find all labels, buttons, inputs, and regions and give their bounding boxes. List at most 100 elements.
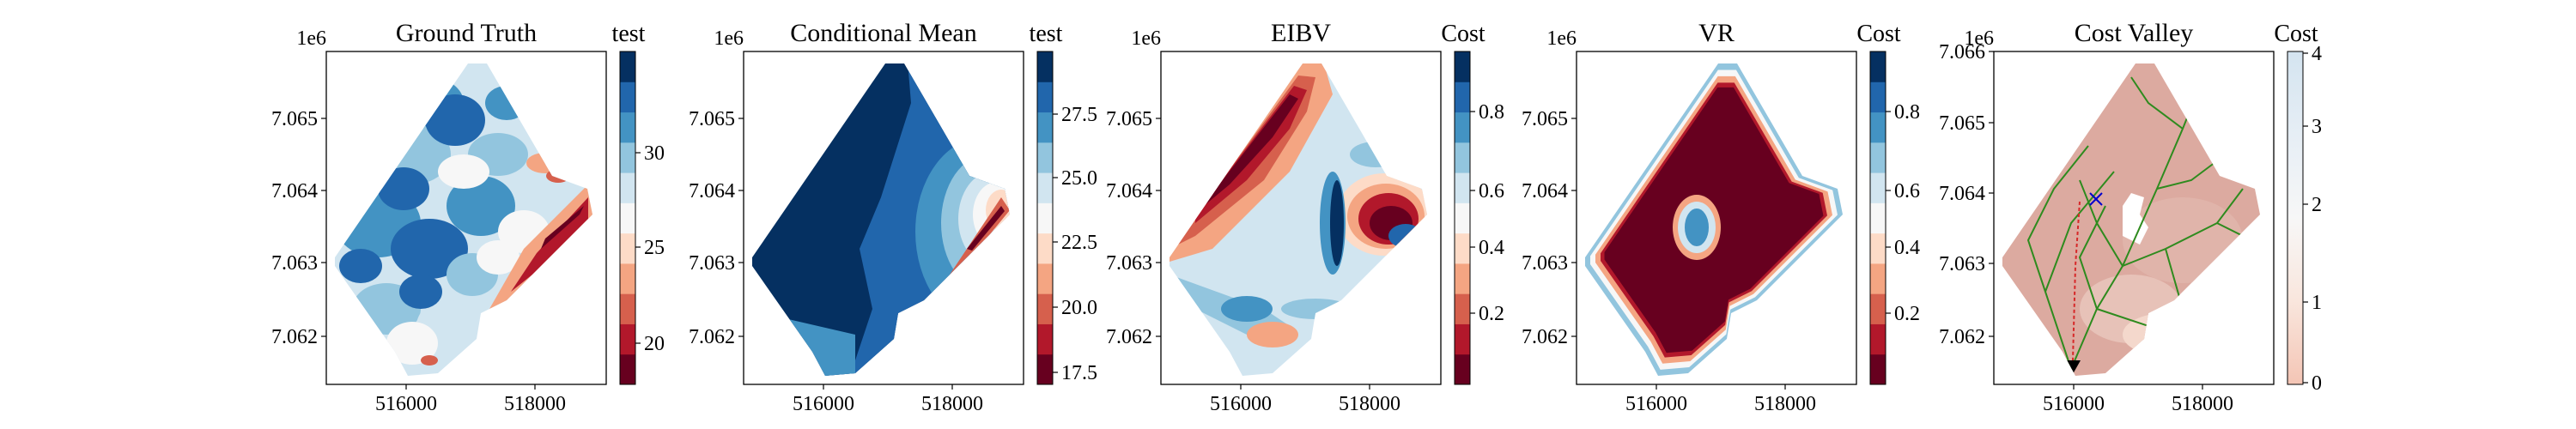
colorbar-level [1870,142,1886,173]
panel-0: Ground Truth 1e6 516000 518000 7.065 7.064 7.0… [271,19,665,415]
contour-blob [386,322,438,365]
panel-2: EIBV 1e6 516000 518000 7.065 7.064 7.063 7.062 C… [1106,19,1504,415]
y-tick-label: 7.065 [1939,112,1985,135]
y-tick-label: 7.065 [1522,108,1568,130]
x-tick-label: 516000 [1210,393,1272,415]
x-tick-label: 518000 [1754,393,1816,415]
y-tick-label: 7.062 [1106,326,1152,348]
colorbar-tick-label: 3 [2312,116,2322,138]
colorbar-level [620,142,635,173]
y-tick-label: 7.065 [689,108,735,130]
colorbar-tick-label: 25.0 [1061,167,1097,190]
x-tick-label: 518000 [504,393,566,415]
colorbar: Cost 0.8 0.6 0.4 0.2 [1856,21,1920,385]
y-tick-label: 7.064 [1522,180,1568,202]
panel-4: Cost Valley 1e6 516000 518000 7.066 7.065 7.06… [1939,19,2322,415]
y-tick-label: 7.065 [271,108,318,130]
colorbar-tick-label: 0 [2312,372,2322,395]
colorbar-frame [619,51,636,385]
colorbar-level [1870,172,1886,203]
offset-label: 1e6 [1131,27,1161,50]
colorbar-frame [2287,51,2304,385]
x-tick-label: 516000 [2043,393,2105,415]
colorbar-level [620,293,635,324]
colorbar-label: Cost [1441,21,1485,47]
colorbar-level [1455,323,1470,355]
colorbar-level [1455,172,1470,203]
colorbar-level [620,202,635,234]
colorbar-tick-label: 0.2 [1479,303,1504,325]
colorbar-level [1870,323,1886,355]
panel-title: Ground Truth [396,19,537,47]
colorbar-level [1870,112,1886,143]
colorbar-tick-label: 22.5 [1061,232,1097,254]
colorbar-tick-label: 20 [644,333,665,355]
colorbar-level [620,263,635,294]
panel-3: VR 1e6 516000 518000 7.065 7.064 7.063 7.062 Cos… [1522,19,1920,415]
y-tick-label: 7.062 [1939,326,1985,348]
colorbar-label: Cost [2274,21,2318,47]
contour-region [2123,193,2148,245]
colorbar-level [620,112,635,143]
y-tick-label: 7.064 [689,180,735,202]
contour-blob [425,94,485,146]
axes-frame [743,51,1024,385]
colorbar-level [1870,82,1886,113]
colorbar-label: test [1030,21,1063,47]
contour-blob [378,167,429,210]
offset-label: 1e6 [714,27,744,50]
colorbar-tick-label: 20.0 [1061,297,1097,319]
colorbar-level [1455,82,1470,113]
y-tick-label: 7.062 [271,326,318,348]
y-tick-label: 7.063 [689,252,735,275]
panel-title: Cost Valley [2075,19,2194,47]
contour-blob [1221,296,1273,322]
heatmap-field [1585,63,1843,376]
colorbar-level [1037,82,1053,113]
heatmap-field [2002,63,2260,376]
y-tick-label: 7.062 [1522,326,1568,348]
colorbar-level [1037,142,1053,173]
colorbar-level [1037,293,1053,324]
axes-frame [1576,51,1857,385]
colorbar-tick-label: 30 [644,142,665,165]
contour-blob [1685,208,1709,246]
axes-frame [1160,51,1442,385]
contour-blob [361,133,395,159]
tree-branch [2225,154,2260,173]
panel-title: Conditional Mean [790,19,976,47]
colorbar: test 27.5 25.0 22.5 20.0 17.5 [1030,21,1097,385]
panel-1: Conditional Mean 1e6 516000 518000 7.065 7.06… [689,19,1097,415]
colorbar-level [1870,233,1886,264]
panel-title: VR [1698,19,1735,47]
colorbar-tick-label: 25 [644,237,665,259]
colorbar-tick-label: 27.5 [1061,104,1097,126]
contour-blob [1350,142,1401,167]
y-tick-label: 7.064 [1939,183,1985,205]
contour-blob [339,249,382,283]
target-marker [2089,192,2103,206]
contour-blob [1247,322,1298,347]
colorbar-level [1870,51,1886,82]
colorbar-level [1455,353,1470,385]
contour-blob [1388,224,1423,248]
tree-branch [2044,171,2115,293]
colorbar-level [1870,263,1886,294]
colorbar-level [1037,202,1053,234]
colorbar-tick-label: 2 [2312,194,2322,216]
contour-blob [546,169,570,183]
y-tick-label: 7.063 [271,252,318,275]
colorbar-tick-label: 0.4 [1894,237,1920,259]
heatmap-field [335,63,592,376]
contour-blob [399,275,442,309]
colorbar-level [1455,112,1470,143]
contour-region [967,206,1005,251]
colorbar-level [620,82,635,113]
x-tick-label: 516000 [1625,393,1687,415]
colorbar-level [620,51,635,82]
contour-blob [485,86,528,120]
colorbar-level [620,233,635,264]
start-marker [2065,360,2081,374]
x-tick-label: 518000 [2172,393,2233,415]
y-tick-label: 7.063 [1939,253,1985,275]
